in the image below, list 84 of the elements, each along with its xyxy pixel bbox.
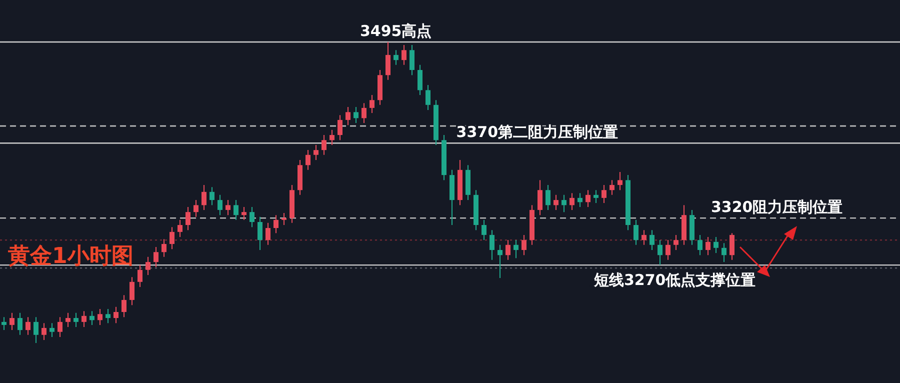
candlestick xyxy=(58,316,62,338)
candlestick xyxy=(26,316,30,336)
candlestick xyxy=(306,150,310,170)
candlestick xyxy=(162,238,166,258)
candlestick xyxy=(594,190,598,204)
candlestick xyxy=(338,114,342,141)
candlestick xyxy=(234,200,238,220)
candlestick xyxy=(490,230,494,260)
candlestick xyxy=(554,194,558,210)
candlestick xyxy=(522,234,526,256)
candlestick xyxy=(186,206,190,231)
candlestick xyxy=(586,190,590,208)
ref-line-label: 3370第二阻力压制位置 xyxy=(456,123,618,142)
candlestick xyxy=(2,316,6,331)
candlestick xyxy=(714,236,718,254)
candlestick xyxy=(114,306,118,324)
candlestick xyxy=(642,230,646,246)
candlestick xyxy=(538,180,542,216)
candlestick xyxy=(330,129,334,146)
candlestick xyxy=(146,256,150,276)
ref-line-label: 3320阻力压制位置 xyxy=(711,198,843,216)
candlestick xyxy=(202,184,206,210)
candlestick xyxy=(370,94,374,114)
candlestick xyxy=(178,219,182,238)
candlestick xyxy=(482,219,486,241)
ref-line-label: 3495高点 xyxy=(360,22,432,40)
candlestick xyxy=(154,246,158,268)
candlestick xyxy=(666,240,670,260)
text: 黄金1小时图 xyxy=(7,244,134,269)
candlestick xyxy=(722,242,726,263)
candlestick xyxy=(354,106,358,124)
candlestick xyxy=(674,234,678,250)
candlestick xyxy=(506,240,510,260)
candlestick xyxy=(66,312,70,328)
candlestick xyxy=(10,312,14,331)
candlestick xyxy=(634,219,638,246)
candlestick xyxy=(170,226,174,250)
candlestick xyxy=(226,200,230,216)
candlestick xyxy=(546,184,550,210)
candlestick xyxy=(730,232,734,260)
candlestick xyxy=(250,206,254,228)
candlestick xyxy=(394,50,398,66)
ref-line-label: 短线3270低点支撑位置 xyxy=(593,271,756,290)
candlestick xyxy=(90,310,94,326)
candlestick xyxy=(18,312,22,336)
candlestick xyxy=(362,102,366,124)
candlestick xyxy=(314,144,318,160)
candlestick xyxy=(266,222,270,246)
candlestick xyxy=(122,294,126,318)
candlestick xyxy=(386,42,390,80)
candlestick xyxy=(258,216,262,250)
candlestick xyxy=(402,44,406,66)
candlestick xyxy=(274,214,278,234)
candlestick xyxy=(650,230,654,250)
candlestick xyxy=(210,186,214,206)
candlestick xyxy=(418,64,422,96)
candlestick xyxy=(106,308,110,324)
candlestick xyxy=(610,180,614,196)
candlestick xyxy=(130,276,134,306)
candlestick xyxy=(618,172,622,191)
candlestick xyxy=(706,236,710,256)
candlestick xyxy=(138,264,142,288)
candlestick xyxy=(282,212,286,226)
candlestick xyxy=(570,192,574,210)
candlestick xyxy=(242,206,246,220)
candlestick xyxy=(562,194,566,213)
candlestick xyxy=(514,240,518,259)
candlestick xyxy=(74,312,78,328)
candlestick xyxy=(42,322,46,340)
candlestick xyxy=(346,106,350,126)
candlestick xyxy=(426,84,430,111)
candlestick xyxy=(698,234,702,256)
candlestick xyxy=(322,134,326,156)
candlestick xyxy=(658,240,662,266)
candlestick xyxy=(34,316,38,344)
candlestick xyxy=(218,194,222,216)
candlestick xyxy=(50,322,54,338)
candlestick xyxy=(410,44,414,76)
candlestick xyxy=(194,200,198,218)
candlestick xyxy=(578,192,582,208)
candlestick xyxy=(498,244,502,278)
candlestick xyxy=(82,310,86,328)
candlestick xyxy=(602,184,606,204)
candlestick xyxy=(98,308,102,326)
